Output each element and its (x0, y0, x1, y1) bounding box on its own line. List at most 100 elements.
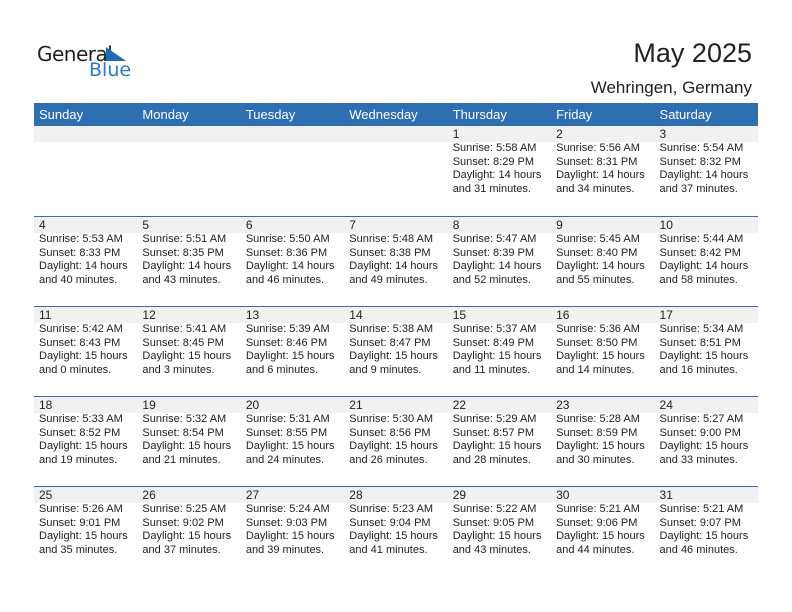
daylight-minutes-text: and 43 minutes. (452, 543, 531, 556)
daylight-text: Daylight: 14 hours (659, 169, 749, 181)
daylight-text: Daylight: 14 hours (349, 260, 438, 272)
day-number: 3 (659, 127, 667, 141)
daylight-minutes-text: and 49 minutes. (349, 273, 428, 286)
sunrise-text: Sunrise: 5:48 AM (349, 233, 434, 245)
daylight-minutes-text: and 31 minutes. (452, 182, 531, 195)
daylight-text: Daylight: 14 hours (556, 260, 645, 272)
sunrise-text: Sunrise: 5:25 AM (142, 503, 227, 515)
day-number: 27 (245, 488, 260, 502)
sunset-text: Sunset: 9:02 PM (142, 516, 224, 529)
sunrise-text: Sunrise: 5:33 AM (39, 413, 123, 425)
sunset-text: Sunset: 8:57 PM (452, 426, 535, 439)
sunset-text: Sunset: 8:33 PM (39, 246, 121, 259)
day-cell: 31 Sunrise: 5:21 AM Sunset: 9:07 PM Dayligh… (655, 487, 758, 576)
page-title: May 2025 (633, 38, 752, 68)
daylight-text: Daylight: 14 hours (142, 260, 232, 272)
week-row: 18 Sunrise: 5:33 AM Sunset: 8:52 PM Dayligh… (34, 396, 758, 486)
day-number: 7 (349, 218, 356, 232)
daylight-text: Daylight: 15 hours (349, 440, 438, 452)
sunset-text: Sunset: 9:04 PM (349, 516, 431, 529)
day-cell: 19 Sunrise: 5:32 AM Sunset: 8:54 PM Dayligh… (137, 397, 240, 486)
day-number: 1 (452, 127, 460, 141)
day-number: 4 (39, 218, 46, 232)
sunrise-text: Sunrise: 5:44 AM (659, 233, 744, 245)
day-cell: 17 Sunrise: 5:34 AM Sunset: 8:51 PM Dayligh… (655, 307, 758, 396)
week-row: 25 Sunrise: 5:26 AM Sunset: 9:01 PM Dayligh… (34, 486, 758, 576)
daylight-text: Daylight: 15 hours (556, 350, 645, 362)
empty-day-cell (34, 126, 137, 216)
sunrise-text: Sunrise: 5:38 AM (349, 323, 434, 335)
day-cell: 13 Sunrise: 5:39 AM Sunset: 8:46 PM Dayligh… (241, 307, 344, 396)
daylight-minutes-text: and 37 minutes. (659, 182, 738, 195)
sunset-text: Sunset: 8:45 PM (142, 336, 224, 349)
sunrise-text: Sunrise: 5:51 AM (142, 233, 227, 245)
sunset-text: Sunset: 8:42 PM (659, 246, 741, 259)
daylight-text: Daylight: 14 hours (556, 169, 645, 181)
day-number: 31 (659, 488, 673, 502)
sunset-text: Sunset: 8:55 PM (245, 426, 328, 439)
sunrise-text: Sunrise: 5:21 AM (556, 503, 640, 515)
sunrise-text: Sunrise: 5:56 AM (556, 142, 640, 154)
sunset-text: Sunset: 9:05 PM (452, 516, 535, 529)
daylight-minutes-text: and 16 minutes. (659, 363, 738, 376)
day-number: 21 (349, 398, 363, 412)
sunrise-text: Sunrise: 5:32 AM (142, 413, 227, 425)
daylight-minutes-text: and 46 minutes. (245, 273, 325, 286)
day-number: 17 (659, 308, 673, 322)
day-number: 9 (556, 218, 563, 232)
daylight-minutes-text: and 43 minutes. (142, 273, 221, 286)
day-number: 12 (142, 308, 156, 322)
day-cell: 7 Sunrise: 5:48 AM Sunset: 8:38 PM Daylight… (344, 217, 447, 306)
sunset-text: Sunset: 8:35 PM (142, 246, 224, 259)
sunrise-text: Sunrise: 5:27 AM (659, 413, 744, 425)
sunset-text: Sunset: 9:00 PM (659, 426, 741, 439)
generalblue-logo: General Blue (37, 42, 137, 82)
day-cell: 16 Sunrise: 5:36 AM Sunset: 8:50 PM Dayligh… (551, 307, 654, 396)
weekday-friday: Friday (556, 107, 593, 122)
day-number: 24 (659, 398, 673, 412)
daylight-text: Daylight: 15 hours (452, 530, 542, 542)
sunrise-text: Sunrise: 5:23 AM (349, 503, 434, 515)
logo-text-blue: Blue (89, 59, 132, 81)
day-number: 19 (142, 398, 156, 412)
sunset-text: Sunset: 8:39 PM (452, 246, 535, 259)
daylight-minutes-text: and 40 minutes. (39, 273, 118, 286)
sunrise-text: Sunrise: 5:58 AM (452, 142, 537, 154)
date-band (34, 126, 758, 142)
day-cell: 26 Sunrise: 5:25 AM Sunset: 9:02 PM Dayligh… (137, 487, 240, 576)
sunset-text: Sunset: 8:40 PM (556, 246, 638, 259)
daylight-text: Daylight: 15 hours (659, 530, 749, 542)
daylight-text: Daylight: 15 hours (659, 440, 749, 452)
day-number: 29 (452, 488, 467, 502)
daylight-text: Daylight: 14 hours (452, 169, 542, 181)
daylight-minutes-text: and 33 minutes. (659, 453, 738, 466)
daylight-text: Daylight: 15 hours (349, 530, 438, 542)
sunrise-text: Sunrise: 5:26 AM (39, 503, 123, 515)
daylight-minutes-text: and 44 minutes. (556, 543, 635, 556)
daylight-minutes-text: and 14 minutes. (556, 363, 635, 376)
sunset-text: Sunset: 9:07 PM (659, 516, 741, 529)
day-cell: 23 Sunrise: 5:28 AM Sunset: 8:59 PM Dayligh… (551, 397, 654, 486)
day-number: 6 (245, 218, 253, 232)
daylight-minutes-text: and 9 minutes. (349, 363, 422, 376)
sunrise-text: Sunrise: 5:42 AM (39, 323, 123, 335)
empty-day-cell (137, 126, 240, 216)
weekday-monday: Monday (142, 107, 189, 122)
day-number: 15 (452, 308, 467, 322)
daylight-minutes-text: and 34 minutes. (556, 182, 635, 195)
daylight-text: Daylight: 15 hours (142, 440, 232, 452)
daylight-minutes-text: and 6 minutes. (245, 363, 318, 376)
sunset-text: Sunset: 8:49 PM (452, 336, 535, 349)
sunset-text: Sunset: 8:54 PM (142, 426, 224, 439)
daylight-minutes-text: and 3 minutes. (142, 363, 215, 376)
sunrise-text: Sunrise: 5:30 AM (349, 413, 434, 425)
sunrise-text: Sunrise: 5:53 AM (39, 233, 123, 245)
sunset-text: Sunset: 8:43 PM (39, 336, 121, 349)
empty-day-cell (241, 126, 344, 216)
daylight-minutes-text: and 11 minutes. (452, 363, 531, 376)
daylight-text: Daylight: 15 hours (452, 440, 542, 452)
daylight-minutes-text: and 24 minutes. (245, 453, 325, 466)
day-number: 28 (349, 488, 363, 502)
sunrise-text: Sunrise: 5:41 AM (142, 323, 227, 335)
sunrise-text: Sunrise: 5:37 AM (452, 323, 537, 335)
